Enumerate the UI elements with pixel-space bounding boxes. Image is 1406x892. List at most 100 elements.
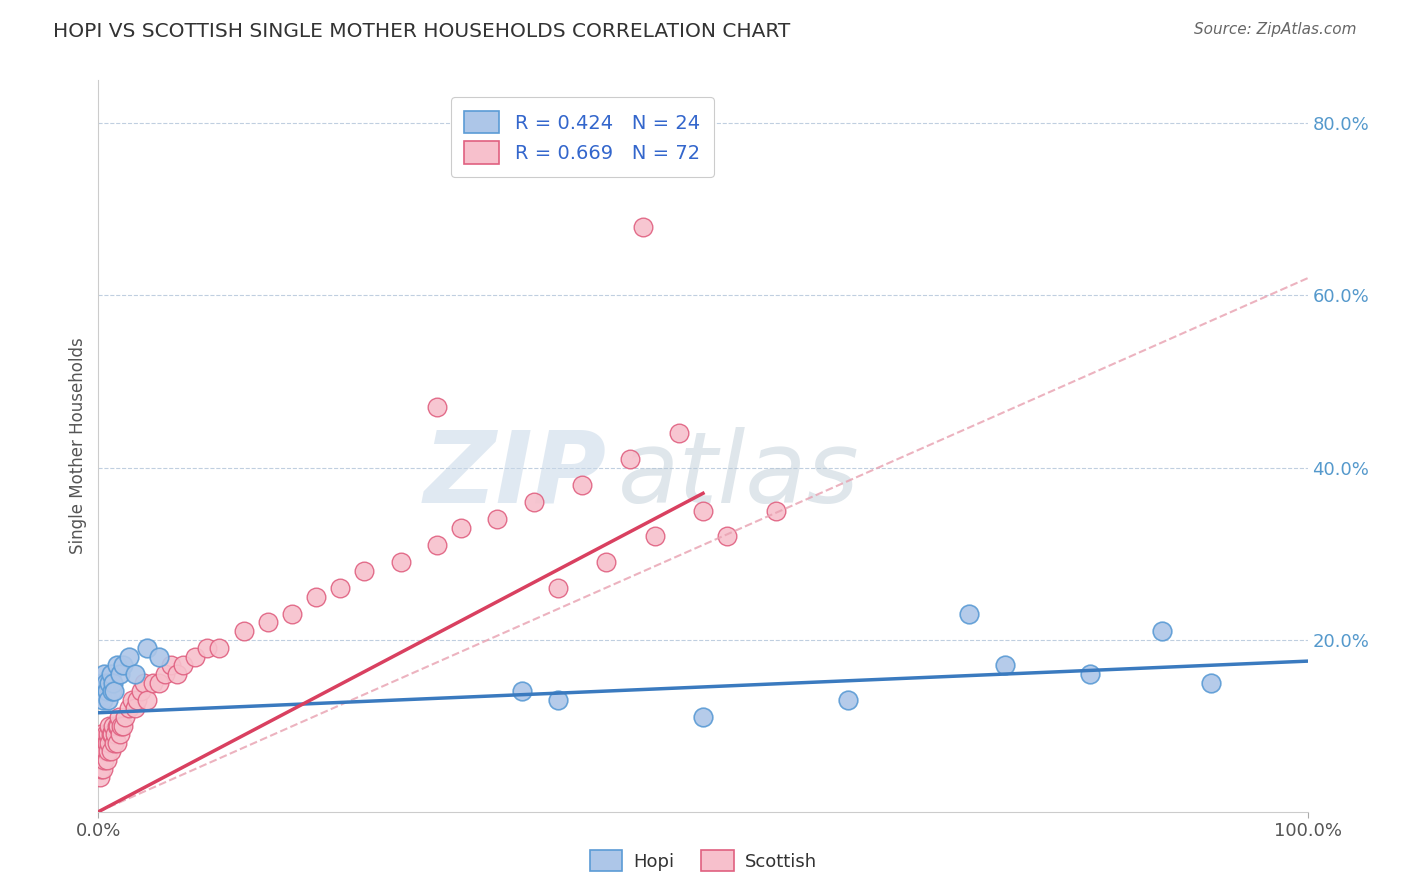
Point	[547, 693, 569, 707]
Point	[90, 727, 112, 741]
Point	[89, 736, 111, 750]
Point	[232, 624, 254, 638]
Point	[91, 675, 114, 690]
Point	[93, 753, 115, 767]
Point	[595, 555, 617, 569]
Point	[172, 658, 194, 673]
Point	[837, 693, 859, 707]
Point	[716, 529, 738, 543]
Point	[94, 675, 117, 690]
Point	[668, 426, 690, 441]
Point	[93, 736, 115, 750]
Point	[994, 658, 1017, 673]
Text: HOPI VS SCOTTISH SINGLE MOTHER HOUSEHOLDS CORRELATION CHART: HOPI VS SCOTTISH SINGLE MOTHER HOUSEHOLD…	[53, 22, 790, 41]
Point	[91, 744, 114, 758]
Point	[957, 607, 980, 621]
Point	[103, 684, 125, 698]
Text: Source: ZipAtlas.com: Source: ZipAtlas.com	[1194, 22, 1357, 37]
Point	[486, 512, 509, 526]
Point	[100, 684, 122, 698]
Point	[184, 649, 207, 664]
Point	[389, 555, 412, 569]
Point	[91, 762, 114, 776]
Point	[94, 727, 117, 741]
Point	[631, 219, 654, 234]
Point	[135, 693, 157, 707]
Point	[111, 719, 134, 733]
Text: atlas: atlas	[619, 426, 860, 524]
Legend: Hopi, Scottish: Hopi, Scottish	[582, 843, 824, 879]
Point	[281, 607, 304, 621]
Point	[523, 495, 546, 509]
Point	[114, 710, 136, 724]
Point	[124, 701, 146, 715]
Point	[160, 658, 183, 673]
Point	[91, 753, 114, 767]
Point	[93, 667, 115, 681]
Point	[765, 503, 787, 517]
Point	[256, 615, 278, 630]
Point	[450, 521, 472, 535]
Point	[97, 744, 120, 758]
Point	[111, 658, 134, 673]
Point	[101, 719, 124, 733]
Point	[98, 736, 121, 750]
Point	[104, 727, 127, 741]
Point	[100, 727, 122, 741]
Point	[166, 667, 188, 681]
Point	[105, 736, 128, 750]
Point	[148, 675, 170, 690]
Point	[127, 693, 149, 707]
Point	[108, 727, 131, 741]
Point	[108, 710, 131, 724]
Point	[692, 503, 714, 517]
Text: ZIP: ZIP	[423, 426, 606, 524]
Point	[118, 649, 141, 664]
Point	[153, 667, 176, 681]
Point	[353, 564, 375, 578]
Point	[101, 675, 124, 690]
Point	[124, 667, 146, 681]
Point	[89, 753, 111, 767]
Point	[90, 684, 112, 698]
Point	[96, 684, 118, 698]
Point	[135, 641, 157, 656]
Point	[96, 736, 118, 750]
Point	[100, 667, 122, 681]
Point	[426, 538, 449, 552]
Point	[148, 649, 170, 664]
Point	[90, 744, 112, 758]
Point	[98, 675, 121, 690]
Point	[118, 701, 141, 715]
Point	[305, 590, 328, 604]
Point	[129, 684, 152, 698]
Point	[208, 641, 231, 656]
Point	[1152, 624, 1174, 638]
Point	[100, 727, 122, 741]
Point	[619, 451, 641, 466]
Point	[96, 753, 118, 767]
Point	[571, 477, 593, 491]
Point	[97, 727, 120, 741]
Point	[100, 744, 122, 758]
Point	[90, 762, 112, 776]
Point	[692, 710, 714, 724]
Point	[105, 719, 128, 733]
Legend: R = 0.424   N = 24, R = 0.669   N = 72: R = 0.424 N = 24, R = 0.669 N = 72	[451, 97, 713, 178]
Y-axis label: Single Mother Households: Single Mother Households	[69, 338, 87, 554]
Point	[329, 581, 352, 595]
Point	[89, 770, 111, 784]
Point	[91, 736, 114, 750]
Point	[426, 401, 449, 415]
Point	[1078, 667, 1101, 681]
Point	[547, 581, 569, 595]
Point	[108, 667, 131, 681]
Point	[121, 693, 143, 707]
Point	[644, 529, 666, 543]
Point	[1199, 675, 1222, 690]
Point	[510, 684, 533, 698]
Point	[142, 675, 165, 690]
Point	[103, 736, 125, 750]
Point	[134, 675, 156, 690]
Point	[107, 719, 129, 733]
